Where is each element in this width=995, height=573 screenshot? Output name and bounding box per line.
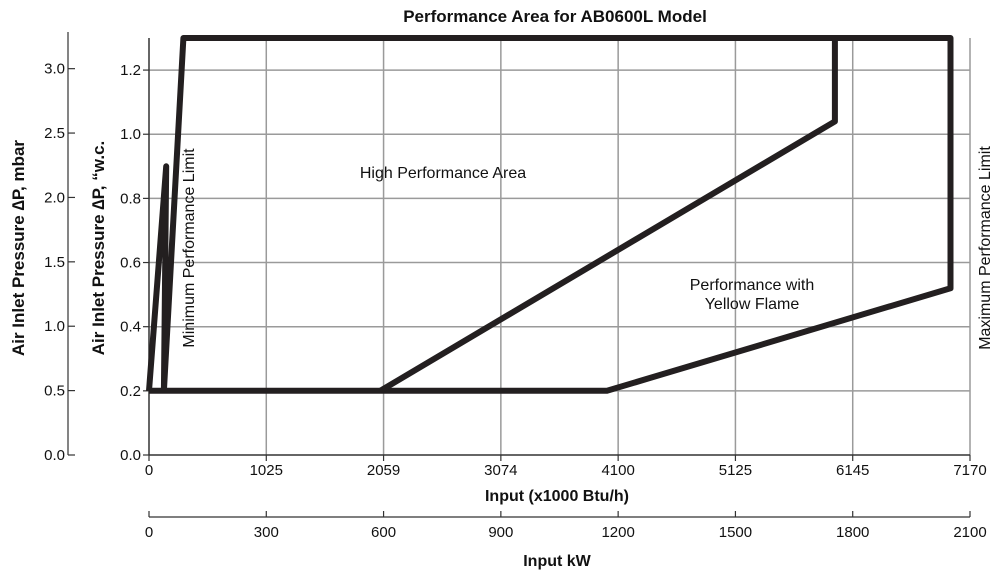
x-tick-label: 1025 [250,462,283,479]
x2-axis-ticks: 0 300 600 900 1200 1500 1800 2100 [145,511,987,541]
y2-tick-label: 2.0 [44,189,65,206]
y2-axis-ticks: 0.0 0.5 1.0 1.5 2.0 2.5 3.0 [44,61,75,464]
series-line [146,35,954,394]
x2-tick-label: 1200 [601,524,634,541]
y2-axis-label: Air Inlet Pressure ∆P, mbar [9,140,28,356]
y-tick-label: 1.2 [120,62,141,79]
y-axis-label: Air Inlet Pressure ∆P, “w.c. [89,141,108,356]
y2-tick-label: 0.5 [44,383,65,400]
chart-title: Performance Area for AB0600L Model [403,7,707,26]
annotation-yellow-flame-1: Performance with [690,277,815,294]
y2-tick-label: 2.5 [44,125,65,142]
annotation-maximum-limit: Maximum Performance Limit [977,146,994,350]
y2-tick-label: 1.5 [44,254,65,271]
x2-tick-label: 1500 [719,524,752,541]
annotation-minimum-limit: Minimum Performance Limit [181,148,198,348]
x-tick-label: 5125 [719,462,752,479]
y-tick-label: 0.6 [120,255,141,272]
x-tick-label: 2059 [367,462,400,479]
x2-tick-label: 1800 [836,524,869,541]
annotation-yellow-flame-2: Yellow Flame [705,296,800,313]
series-line [378,38,838,394]
x-tick-label: 0 [145,462,153,479]
x2-tick-label: 900 [488,524,513,541]
x-axis-ticks: 0 1025 2059 3074 4100 5125 6145 7170 [145,455,987,479]
y-tick-label: 0.8 [120,190,141,207]
annotation-high-performance-area: High Performance Area [360,165,526,182]
x2-axis-label: Input kW [523,553,591,570]
y2-tick-label: 3.0 [44,61,65,78]
x-tick-label: 3074 [484,462,517,479]
axes [67,32,970,518]
x-tick-label: 6145 [836,462,869,479]
x2-tick-label: 2100 [953,524,986,541]
y-tick-label: 0.0 [120,447,141,464]
x-tick-label: 4100 [601,462,634,479]
series-lines [146,35,954,394]
x-axis-label: Input (x1000 Btu/h) [485,488,629,505]
x-tick-label: 7170 [953,462,986,479]
x2-tick-label: 600 [371,524,396,541]
y-tick-label: 0.2 [120,383,141,400]
x2-tick-label: 300 [254,524,279,541]
y-axis-ticks: 0.0 0.2 0.4 0.6 0.8 1.0 1.2 [120,62,149,464]
y-tick-label: 0.4 [120,319,141,336]
y-tick-label: 1.0 [120,126,141,143]
x2-tick-label: 0 [145,524,153,541]
y2-tick-label: 0.0 [44,447,65,464]
y2-tick-label: 1.0 [44,318,65,335]
